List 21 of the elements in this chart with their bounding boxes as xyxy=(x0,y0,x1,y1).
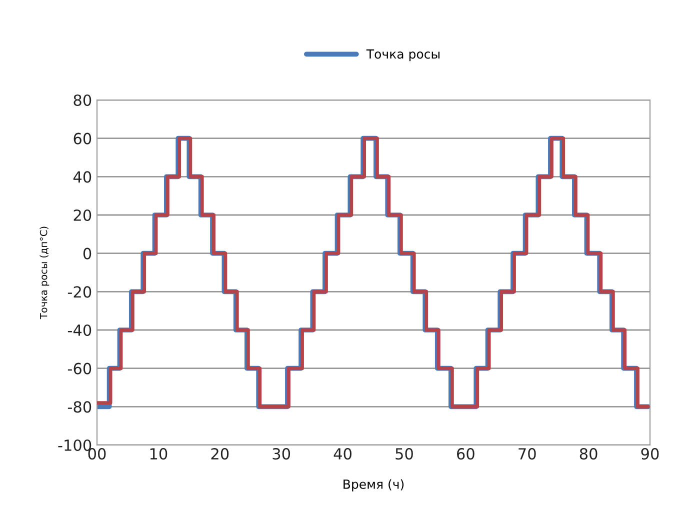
x-tick-label: 60 xyxy=(457,448,474,460)
x-tick-label: 20 xyxy=(211,448,229,460)
x-tick-label: 10 xyxy=(150,448,168,460)
y-tick-label: 60 xyxy=(74,132,92,144)
x-tick-label: 50 xyxy=(396,448,413,460)
y-tick-label: -80 xyxy=(68,401,92,413)
y-tick-label: -60 xyxy=(68,362,92,374)
y-axis-title: Точка росы (дп°C) xyxy=(40,226,50,320)
y-tick-label: 20 xyxy=(74,209,92,222)
x-tick-label: 70 xyxy=(518,448,536,460)
y-tick-label: 0 xyxy=(83,248,92,260)
x-tick-label: 40 xyxy=(334,448,352,460)
y-tick-label: 40 xyxy=(73,171,92,183)
legend-label: Точка росы xyxy=(366,49,440,62)
x-axis-title: Время (ч) xyxy=(344,479,404,492)
y-tick-label: -20 xyxy=(68,286,92,298)
y-tick-label: 80 xyxy=(74,94,92,106)
x-tick-label: 90 xyxy=(641,448,659,460)
y-tick-label: -40 xyxy=(68,324,92,336)
x-tick-label: 30 xyxy=(272,448,290,460)
x-tick-label: 80 xyxy=(580,448,598,460)
